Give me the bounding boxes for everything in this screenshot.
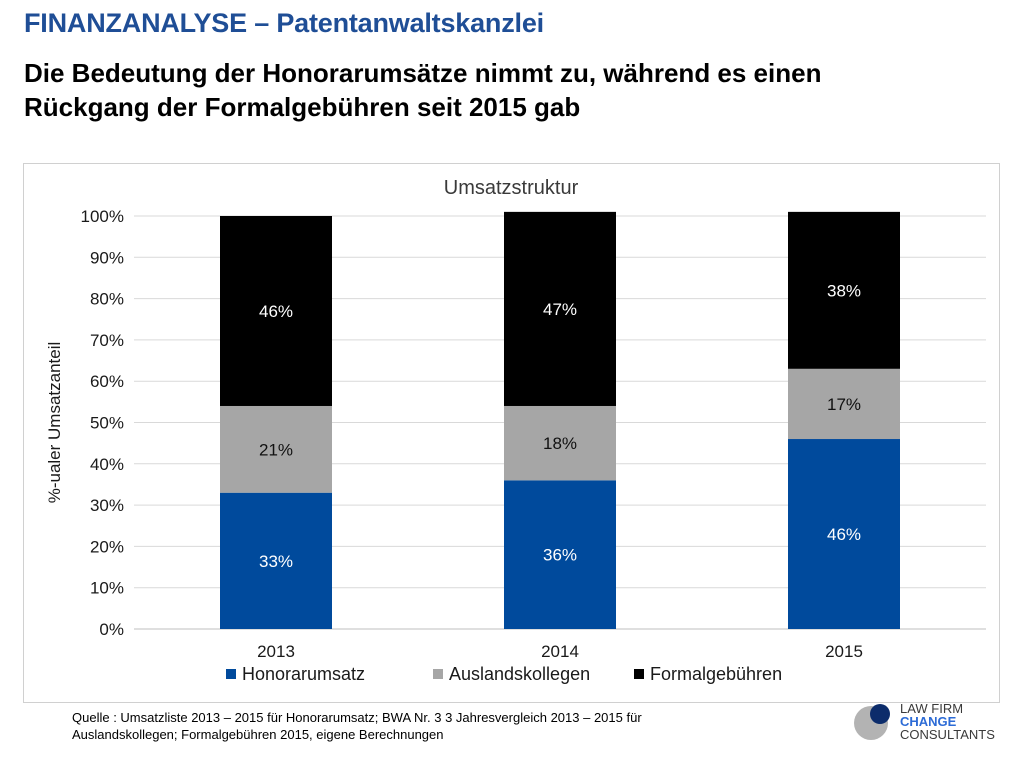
legend-label: Honorarumsatz [242, 664, 365, 684]
data-label: 21% [259, 440, 293, 459]
y-tick-label: 20% [90, 537, 124, 556]
company-logo: LAW FIRM CHANGE CONSULTANTS [854, 702, 1014, 752]
data-label: 38% [827, 281, 861, 300]
y-tick-label: 80% [90, 290, 124, 309]
y-axis-label: %-ualer Umsatzanteil [45, 342, 64, 504]
y-tick-label: 60% [90, 372, 124, 391]
legend-label: Auslandskollegen [449, 664, 590, 684]
bar-segment [788, 211, 900, 369]
chart-title: Umsatzstruktur [444, 177, 579, 199]
y-tick-label: 30% [90, 496, 124, 515]
x-tick-label: 2013 [257, 642, 295, 661]
subtitle-line-2: Rückgang der Formalgebühren seit 2015 ga… [24, 92, 581, 122]
logo-line-3: CONSULTANTS [900, 727, 995, 742]
y-tick-label: 10% [90, 579, 124, 598]
y-tick-label: 0% [99, 620, 124, 639]
bar-segment [504, 211, 616, 406]
legend-swatch [634, 669, 644, 679]
x-tick-label: 2014 [541, 642, 579, 661]
data-label: 36% [543, 546, 577, 565]
slide-subtitle: Die Bedeutung der Honorarumsätze nimmt z… [24, 56, 984, 124]
source-line-2: Auslandskollegen; Formalgebühren 2015, e… [72, 727, 444, 742]
data-label: 33% [259, 552, 293, 571]
data-label: 46% [827, 525, 861, 544]
y-tick-label: 40% [90, 455, 124, 474]
x-tick-label: 2015 [825, 642, 863, 661]
y-tick-label: 90% [90, 248, 124, 267]
logo-line-2: CHANGE [900, 714, 957, 729]
logo-text: LAW FIRM CHANGE CONSULTANTS [900, 702, 995, 741]
bar-segment [788, 439, 900, 629]
bar-segment [220, 405, 332, 493]
bar-segment [504, 480, 616, 629]
chart-container: Umsatzstruktur 0% 10% 20% 30% 40% 50% 60% 70% 80%… [23, 163, 1000, 703]
subtitle-line-1: Die Bedeutung der Honorarumsätze nimmt z… [24, 58, 822, 88]
data-label: 47% [543, 300, 577, 319]
logo-line-1: LAW FIRM [900, 701, 964, 716]
legend-label: Formalgebühren [650, 664, 782, 684]
logo-circle-blue-icon [870, 704, 890, 724]
y-tick-label: 100% [81, 207, 124, 226]
source-line-1: Quelle : Umsatzliste 2013 – 2015 für Hon… [72, 710, 642, 725]
bar-segment [220, 492, 332, 629]
data-label: 46% [259, 302, 293, 321]
data-label: 18% [543, 434, 577, 453]
legend-swatch [226, 669, 236, 679]
bar-segment [220, 216, 332, 406]
data-label: 17% [827, 395, 861, 414]
bar-segment [504, 405, 616, 481]
page-title: FINANZANALYSE – Patentanwaltskanzlei [24, 8, 544, 38]
y-tick-label: 50% [90, 414, 124, 433]
legend-swatch [433, 669, 443, 679]
y-tick-label: 70% [90, 331, 124, 350]
source-note: Quelle : Umsatzliste 2013 – 2015 für Hon… [72, 709, 792, 743]
stacked-bar-chart: Umsatzstruktur 0% 10% 20% 30% 40% 50% 60% 70% 80%… [45, 177, 986, 684]
bar-segment [788, 368, 900, 440]
